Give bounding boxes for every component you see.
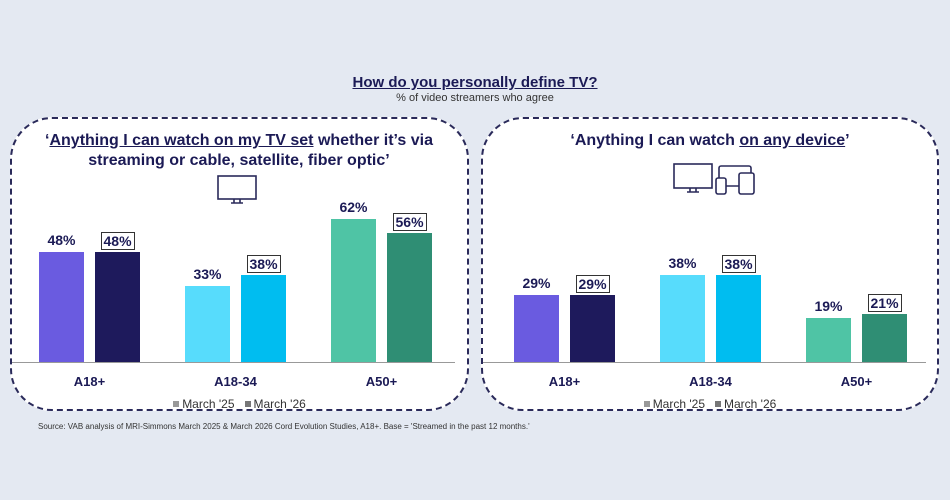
data-label: 38% [246,254,281,273]
data-label: 48% [100,231,135,250]
data-label: 29% [575,275,610,294]
bar-A18-34-1 [241,274,286,362]
source-note: Source: VAB analysis of MRI-Simmons Marc… [38,422,530,431]
panel-title: ‘Anything I can watch on any device’ [483,131,937,151]
data-label: 48% [47,231,76,248]
data-label: 21% [867,293,902,312]
data-label: 38% [721,254,756,273]
legend-label: March '25 [182,397,235,411]
x-axis [12,362,455,363]
legend-swatch [715,401,721,407]
page-title: How do you personally define TV? [352,74,598,91]
title-part: ‘ [45,132,50,149]
bar-A50+-1 [387,233,432,362]
data-label: 56% [392,213,427,232]
bar-A18-34-0 [185,286,230,362]
legend-label: March '26 [253,397,306,411]
legend: March '25 March '26 [12,397,467,411]
legend: March '25 March '26 [483,397,937,411]
data-label: 33% [193,266,222,283]
bar-A18+-0 [514,295,559,362]
data-label: 62% [339,199,368,216]
legend-swatch [643,401,650,407]
category-label: A18-34 [689,374,732,389]
bar-A18-34-0 [660,274,705,362]
bar-A50+-1 [862,313,907,362]
bar-A18+-0 [39,251,84,362]
category-label: A18-34 [214,374,257,389]
data-label: 19% [814,298,843,315]
title-part: ‘Anything I can watch [570,132,740,149]
bar-A18+-1 [95,251,140,362]
legend-label: March '25 [652,397,705,411]
legend-swatch [244,401,251,407]
legend-label: March '26 [724,397,777,411]
data-label: 38% [668,254,697,271]
tv-icon [217,175,257,204]
legend-swatch [173,401,180,407]
bar-A50+-0 [331,219,376,362]
panel-title: ‘Anything I can watch on my TV set wheth… [24,131,454,171]
title-emphasis: on any device [739,132,846,149]
category-label: A50+ [840,374,873,389]
title-part: ’ [845,132,850,149]
page-subtitle: % of video streamers who agree [396,92,554,104]
bar-A18-34-1 [716,274,761,362]
category-label: A18+ [73,374,106,389]
bar-A18+-1 [570,295,615,362]
bar-A50+-0 [806,318,851,362]
category-label: A50+ [365,374,398,389]
title-emphasis: Anything I can watch on my TV set [49,132,314,149]
x-axis [483,362,926,363]
data-label: 29% [522,275,551,292]
title-part: whether it’s via streaming or cable, sat… [88,132,433,169]
panel-tv-set: ‘Anything I can watch on my TV set wheth… [10,117,469,411]
panel-any-device: ‘Anything I can watch on any device’ Mar… [481,117,939,411]
category-label: A18+ [548,374,581,389]
devices-icon [673,163,755,195]
